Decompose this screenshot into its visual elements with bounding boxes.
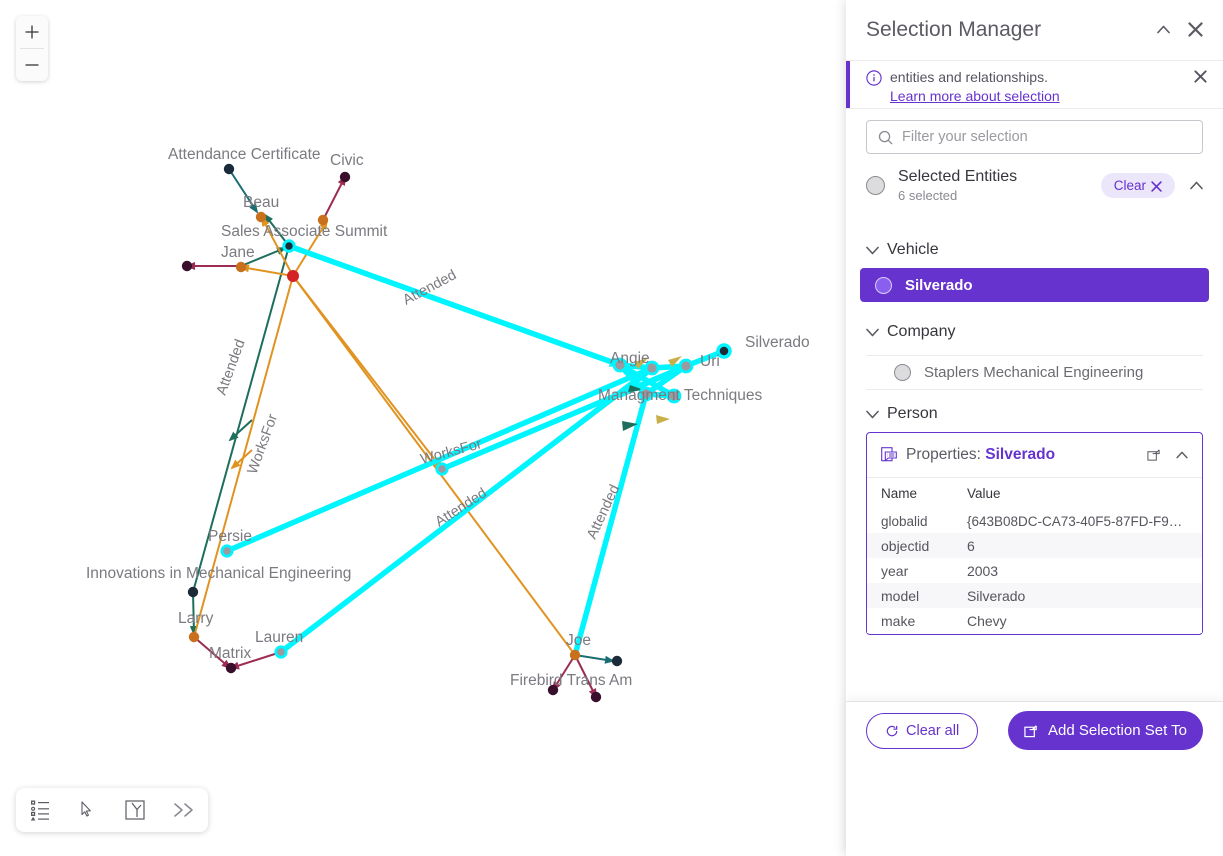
svg-text:Persie: Persie (208, 528, 252, 545)
svg-text:Attended: Attended (214, 337, 249, 397)
svg-text:Attended: Attended (432, 485, 489, 530)
svg-text:Larry: Larry (178, 610, 214, 627)
svg-text:Innovations in Mechanical Engi: Innovations in Mechanical Engineering (86, 565, 351, 582)
svg-text:Beau: Beau (243, 194, 279, 211)
svg-text:Uri: Uri (700, 353, 720, 370)
svg-text:Attended: Attended (584, 482, 623, 541)
svg-text:Managment Techniques: Managment Techniques (598, 387, 763, 404)
svg-text:Civic: Civic (330, 152, 364, 169)
svg-text:Sales Associate Summit: Sales Associate Summit (221, 223, 388, 240)
svg-text:Lauren: Lauren (255, 629, 303, 646)
svg-text:Joe: Joe (566, 632, 591, 649)
svg-text:Angie: Angie (610, 350, 650, 367)
svg-text:Jane: Jane (221, 244, 255, 261)
svg-text:Silverado: Silverado (745, 334, 810, 351)
svg-text:Matrix: Matrix (209, 645, 251, 662)
svg-text:Attendance Certificate: Attendance Certificate (168, 146, 321, 163)
svg-text:Firebird Trans Am: Firebird Trans Am (510, 672, 632, 689)
